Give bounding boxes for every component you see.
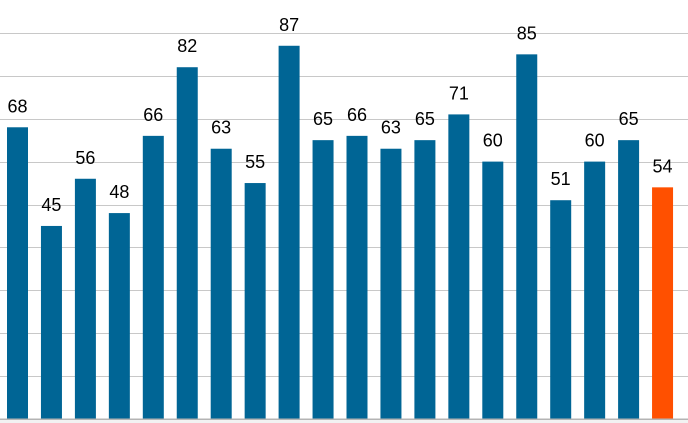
bar-value-label: 68 (7, 96, 27, 116)
bar (142, 135, 164, 420)
bars (7, 45, 674, 420)
bar (210, 148, 232, 420)
bar (618, 140, 640, 419)
bar (74, 178, 96, 419)
bar-value-label: 48 (109, 182, 129, 202)
bar-value-label: 54 (653, 156, 673, 176)
bar-value-label: 85 (517, 23, 537, 43)
bar-value-label: 51 (551, 169, 571, 189)
bar-value-label: 65 (415, 109, 435, 129)
bar-value-label: 60 (585, 131, 605, 151)
bar (448, 114, 470, 419)
bar-value-label: 60 (483, 131, 503, 151)
bar-value-label: 63 (381, 118, 401, 138)
bar-value-label: 45 (41, 195, 61, 215)
bar (7, 127, 28, 419)
bar-value-label: 87 (279, 15, 299, 35)
bar (652, 187, 674, 419)
bar (550, 200, 572, 419)
gridlines (0, 33, 688, 377)
bar-value-label: 65 (313, 109, 333, 129)
bar-value-label: 66 (347, 105, 367, 125)
bar-value-label: 56 (75, 148, 95, 168)
bar-value-label: 71 (449, 83, 469, 103)
bar-value-label: 66 (143, 105, 163, 125)
bar (244, 183, 266, 419)
data-labels: 68 45 56 48 66 82 63 55 87 65 66 63 65 71 60 85 51 60 65 54 (7, 15, 672, 215)
bar-value-label: 82 (177, 36, 197, 56)
bar (176, 67, 198, 419)
bar-value-label: 55 (245, 152, 265, 172)
bar (278, 45, 300, 420)
footer-band (0, 419, 688, 423)
bar-value-label: 65 (619, 109, 639, 129)
bar (40, 225, 62, 419)
bar (108, 213, 130, 419)
bar (584, 161, 606, 419)
bar-value-label: 63 (211, 118, 231, 138)
bar (380, 148, 402, 420)
bar (516, 54, 538, 419)
bar (414, 140, 436, 419)
bar (346, 135, 368, 420)
bar (482, 161, 504, 419)
bar (312, 140, 334, 419)
